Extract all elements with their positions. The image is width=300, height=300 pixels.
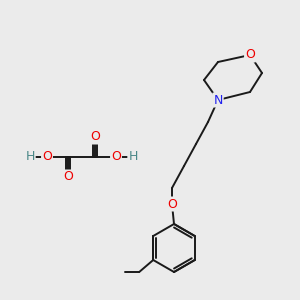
Text: O: O: [42, 151, 52, 164]
Text: H: H: [128, 151, 138, 164]
Text: O: O: [90, 130, 100, 143]
Text: H: H: [25, 151, 35, 164]
Text: O: O: [111, 151, 121, 164]
Text: N: N: [213, 94, 223, 106]
Text: O: O: [167, 197, 177, 211]
Text: O: O: [245, 49, 255, 62]
Text: O: O: [63, 170, 73, 184]
